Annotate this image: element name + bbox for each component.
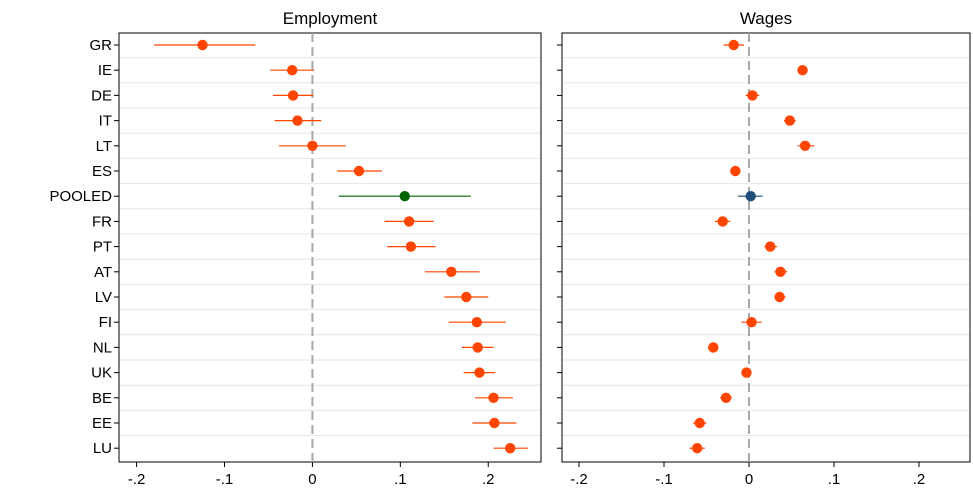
panel-1-point-it <box>784 115 795 126</box>
panel-0-point-ie <box>286 65 298 76</box>
panel-1-point-pooled <box>745 191 756 202</box>
panel-1-x-tick-label: 0 <box>745 471 753 488</box>
panel-0-x-tick-label: .1 <box>394 471 407 488</box>
panel-0-point-fi <box>471 317 483 328</box>
panel-0-y-label-it: IT <box>99 113 112 130</box>
panel-1-point-gr <box>728 39 739 51</box>
panel-1-x-tick-label: -.1 <box>655 471 673 488</box>
panel-1-point-lv <box>774 291 785 303</box>
panel-0-title: Employment <box>283 9 378 28</box>
panel-0-point-it <box>292 115 303 126</box>
panel-1-point-de <box>747 90 758 101</box>
panel-0-y-label-gr: GR <box>90 37 113 54</box>
panel-0-y-label-uk: UK <box>91 365 112 382</box>
panel-1-point-fi <box>746 317 757 328</box>
panel-0-y-label-pt: PT <box>93 239 112 256</box>
panel-0-point-gr <box>197 39 208 51</box>
panel-0-x-tick-label: -.2 <box>128 471 146 488</box>
panel-0-point-pt <box>405 241 417 252</box>
panel-1-x-tick-label: .2 <box>913 471 926 488</box>
panel-1-x-tick-label: .1 <box>828 471 841 488</box>
panel-0-y-label-nl: NL <box>93 339 112 356</box>
panel-0-point-fr <box>403 216 415 227</box>
panel-1-frame <box>561 32 971 463</box>
panel-0-point-lt <box>307 140 318 151</box>
panel-1-point-at <box>775 266 786 277</box>
panel-0-y-label-lv: LV <box>95 289 112 306</box>
panel-1-point-pt <box>765 241 776 252</box>
panel-0-y-label-de: DE <box>91 87 112 104</box>
panel-1-point-uk <box>741 367 752 378</box>
panel-0-x-tick-label: 0 <box>308 471 316 488</box>
panel-1-point-es <box>730 165 741 177</box>
panel-1-point-ie <box>797 65 808 76</box>
panel-0-y-label-pooled: POOLED <box>49 188 112 205</box>
panel-1-point-fr <box>717 216 728 227</box>
panel-0-point-de <box>287 90 299 101</box>
panel-0-point-lv <box>461 291 472 303</box>
panel-0-y-label-fr: FR <box>92 213 112 230</box>
panel-0-point-at <box>446 266 457 277</box>
panel-0-frame <box>118 32 542 463</box>
panel-1-point-nl <box>708 342 719 353</box>
panel-0-y-label-at: AT <box>94 264 112 281</box>
panel-0-point-lu <box>505 443 516 454</box>
panel-0-point-uk <box>474 367 485 378</box>
panel-0-point-ee <box>489 417 500 429</box>
panel-1-point-ee <box>694 417 705 429</box>
panel-0-y-label-ee: EE <box>92 415 112 432</box>
panel-0-y-label-lt: LT <box>96 138 112 155</box>
panel-0-point-pooled <box>399 191 410 202</box>
panel-0-x-tick-label: .2 <box>482 471 495 488</box>
panel-0-y-label-lu: LU <box>93 440 112 457</box>
panel-1-point-lt <box>799 140 811 151</box>
panel-1-title: Wages <box>740 9 792 28</box>
panel-0-x-tick-label: -.1 <box>216 471 234 488</box>
panel-0-point-nl <box>472 342 483 353</box>
panel-0-point-be <box>488 392 499 403</box>
panel-0-y-label-es: ES <box>92 163 112 180</box>
panel-0-y-label-fi: FI <box>99 314 112 331</box>
panel-1-x-tick-label: -.2 <box>570 471 588 488</box>
panel-0-y-label-be: BE <box>92 390 112 407</box>
panel-0-y-label-ie: IE <box>98 62 112 79</box>
panel-1-point-be <box>720 392 732 403</box>
panel-0-point-es <box>353 165 365 177</box>
panel-1-point-lu <box>691 443 703 454</box>
